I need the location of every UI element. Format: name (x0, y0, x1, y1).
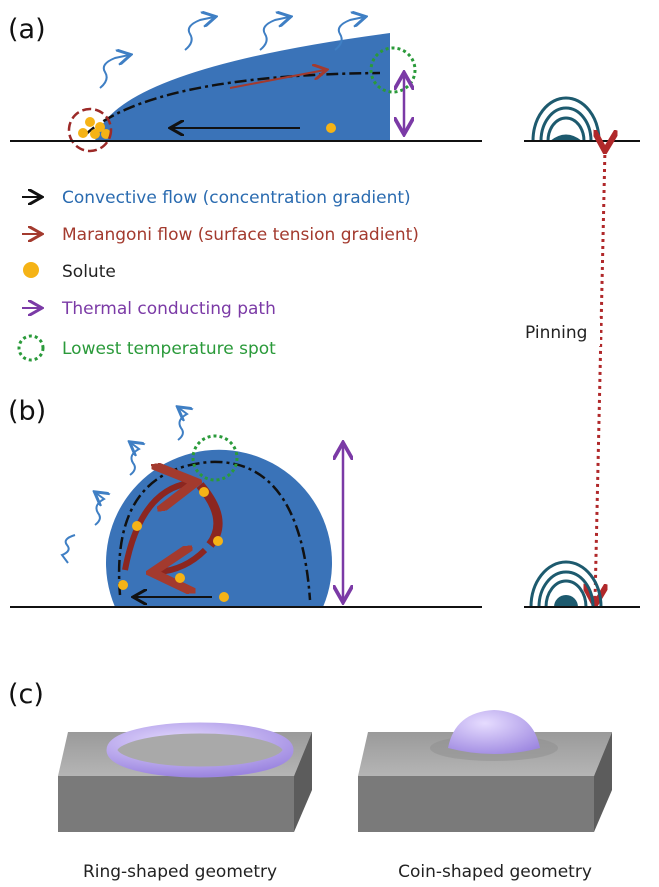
shape (19, 336, 43, 360)
panel-label: (a) (8, 14, 46, 45)
caption: Ring-shaped geometry (83, 862, 277, 882)
shape (132, 521, 142, 531)
annotation: Pinning (525, 323, 587, 343)
shape (448, 710, 540, 754)
shape (185, 17, 214, 50)
shape (85, 117, 95, 127)
shape (326, 123, 336, 133)
panel-label: (b) (8, 396, 46, 427)
shape (23, 262, 39, 278)
shape (175, 573, 185, 583)
shape (58, 776, 294, 832)
shape (554, 595, 578, 607)
shape (199, 487, 209, 497)
shape (90, 129, 100, 139)
shape (118, 580, 128, 590)
legend-label: Marangoni flow (surface tension gradient… (62, 225, 419, 245)
shape (78, 128, 88, 138)
page: (a) Convective flow (concentration gradi… (0, 0, 659, 887)
shape (100, 55, 129, 88)
shape (62, 535, 75, 563)
shape (95, 33, 390, 141)
legend-label: Lowest temperature spot (62, 339, 276, 359)
shape (112, 728, 288, 772)
shape (130, 443, 139, 475)
shape (213, 536, 223, 546)
shape (95, 493, 104, 525)
shape (358, 776, 594, 832)
figure: (a) Convective flow (concentration gradi… (0, 0, 659, 887)
caption: Coin-shaped geometry (398, 862, 592, 882)
shape (219, 592, 229, 602)
shape (178, 408, 187, 440)
shape (595, 148, 605, 602)
shape (260, 17, 289, 50)
legend-label: Solute (62, 262, 116, 282)
legend-label: Thermal conducting path (61, 299, 276, 319)
panel-label: (c) (8, 679, 44, 710)
legend-label: Convective flow (concentration gradient) (62, 188, 411, 208)
